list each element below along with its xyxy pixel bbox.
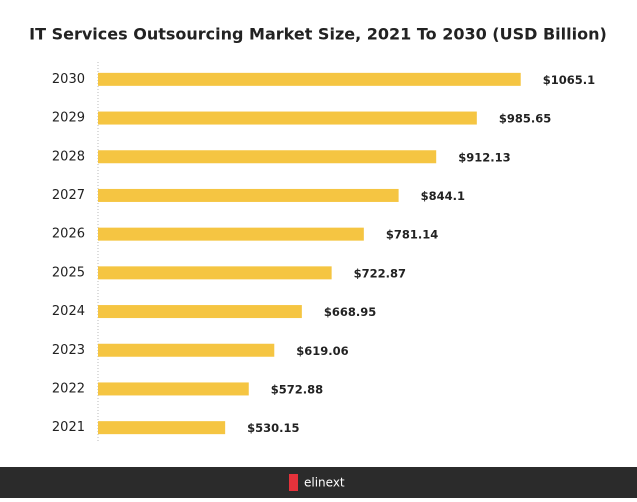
value-label: $530.15	[247, 421, 299, 435]
y-tick-label: 2024	[52, 304, 85, 319]
bar	[98, 382, 249, 396]
bar	[98, 266, 332, 280]
brand: elinext	[304, 476, 345, 490]
value-label: $722.87	[354, 266, 406, 280]
y-tick-label: 2022	[52, 381, 85, 396]
bar	[98, 421, 226, 435]
y-tick-label: 2026	[52, 227, 85, 242]
y-tick-label: 2028	[52, 149, 85, 164]
bar	[98, 227, 364, 241]
value-label: $668.95	[324, 305, 376, 319]
y-tick-label: 2030	[52, 72, 85, 87]
y-tick-label: 2023	[52, 343, 85, 358]
y-tick-label: 2027	[52, 188, 85, 203]
value-label: $781.14	[386, 228, 438, 242]
bar	[98, 111, 477, 125]
bar	[98, 343, 275, 357]
value-label: $619.06	[296, 344, 348, 358]
value-label: $1065.1	[543, 73, 595, 87]
chart-title: IT Services Outsourcing Market Size, 202…	[29, 25, 607, 44]
y-tick-label: 2021	[52, 420, 85, 435]
y-tick-label: 2025	[52, 265, 85, 280]
value-label: $985.65	[499, 112, 551, 126]
footer	[0, 467, 637, 498]
value-label: $844.1	[421, 189, 465, 203]
value-label: $572.88	[271, 382, 323, 396]
value-label: $912.13	[458, 150, 510, 164]
bar	[98, 150, 437, 164]
y-tick-label: 2029	[52, 111, 85, 126]
bar	[98, 72, 521, 86]
bar	[98, 305, 302, 319]
bar	[98, 188, 399, 202]
logo-icon	[289, 474, 298, 491]
